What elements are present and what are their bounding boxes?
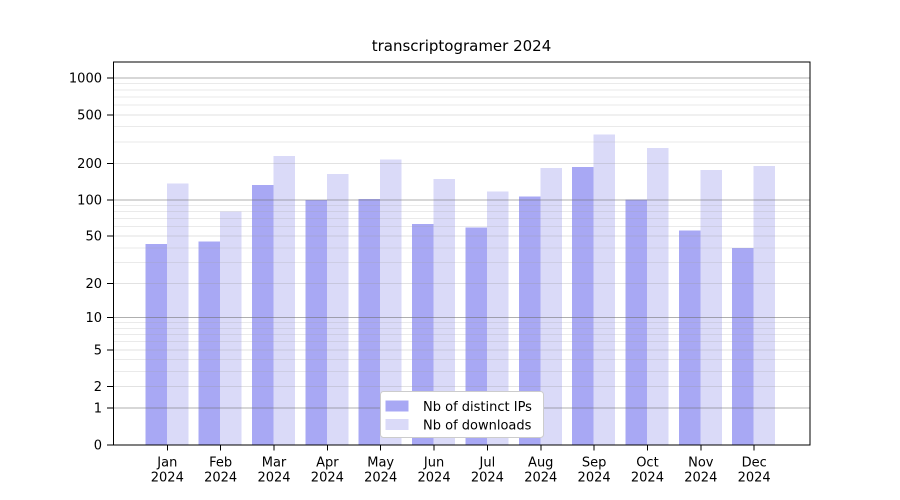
chart-title: transcriptogramer 2024 — [371, 37, 552, 55]
x-tick-label-month: Jul — [479, 456, 496, 471]
y-tick-label: 100 — [77, 193, 102, 208]
x-tick-label-month: Jun — [423, 456, 444, 471]
y-tick-label: 50 — [85, 230, 102, 245]
bar-downloads — [593, 134, 616, 445]
axes-spines — [113, 61, 811, 446]
bar-distinct-ips — [198, 241, 221, 445]
bar-distinct-ips — [732, 247, 754, 445]
x-tick-label-month: Mar — [262, 456, 287, 471]
bar-distinct-ips — [358, 198, 381, 445]
x-tick-label-year: 2024 — [311, 471, 344, 486]
bar-distinct-ips — [572, 167, 594, 445]
bar-downloads — [646, 148, 669, 445]
bar-distinct-ips — [412, 224, 434, 445]
bar-downloads — [433, 179, 456, 445]
x-tick-label-month: Nov — [688, 456, 714, 471]
bar-downloads — [273, 155, 295, 445]
x-tick-label-year: 2024 — [738, 471, 771, 486]
bar-downloads — [380, 159, 402, 445]
bar-downloads — [753, 166, 776, 445]
x-tick-label-month: Jan — [156, 456, 177, 471]
y-tick-label: 10 — [85, 311, 102, 326]
legend-label-downloads: Nb of downloads — [423, 419, 532, 434]
x-tick-label-month: May — [367, 456, 394, 471]
legend-label-distinct-ips: Nb of distinct IPs — [423, 400, 532, 415]
y-tick-label: 1000 — [69, 72, 102, 87]
y-tick-label: 5 — [94, 343, 102, 358]
bar-downloads — [166, 183, 189, 446]
bar-downloads — [220, 211, 242, 445]
bar-distinct-ips — [305, 199, 327, 445]
bar-distinct-ips — [518, 196, 541, 445]
y-tick-label: 20 — [85, 277, 102, 292]
bar-downloads — [326, 173, 349, 446]
x-tick-label-month: Dec — [742, 456, 767, 471]
x-tick-label-year: 2024 — [364, 471, 397, 486]
x-tick-label-month: Oct — [636, 456, 658, 471]
x-tick-label-year: 2024 — [684, 471, 717, 486]
x-tick-label-month: Feb — [209, 456, 232, 471]
x-tick-label-month: Sep — [582, 456, 607, 471]
x-tick-label-year: 2024 — [418, 471, 451, 486]
y-tick-label: 1 — [94, 402, 102, 417]
x-tick-label-year: 2024 — [257, 471, 290, 486]
legend-swatch-downloads — [385, 419, 409, 430]
bar-distinct-ips — [252, 184, 274, 445]
bar-downloads — [486, 191, 509, 445]
y-tick-label: 200 — [77, 157, 102, 172]
legend-swatch-distinct-ips — [385, 400, 409, 412]
y-tick-label: 0 — [94, 439, 102, 454]
x-tick-label-year: 2024 — [204, 471, 237, 486]
x-tick-label-year: 2024 — [631, 471, 664, 486]
y-tick-label: 2 — [94, 380, 102, 395]
x-tick-label-year: 2024 — [578, 471, 611, 486]
x-tick-label-year: 2024 — [471, 471, 504, 486]
bar-distinct-ips — [145, 244, 167, 445]
bar-distinct-ips — [465, 227, 487, 445]
x-tick-label-year: 2024 — [151, 471, 184, 486]
bar-distinct-ips — [625, 199, 647, 445]
x-tick-label-month: Aug — [528, 456, 553, 471]
bar-distinct-ips — [678, 230, 701, 445]
x-tick-label-month: Apr — [316, 456, 339, 471]
y-tick-label: 500 — [77, 108, 102, 123]
x-tick-label-year: 2024 — [524, 471, 557, 486]
bar-downloads — [700, 170, 722, 445]
bar-downloads — [540, 168, 562, 445]
legend-box — [380, 391, 544, 438]
